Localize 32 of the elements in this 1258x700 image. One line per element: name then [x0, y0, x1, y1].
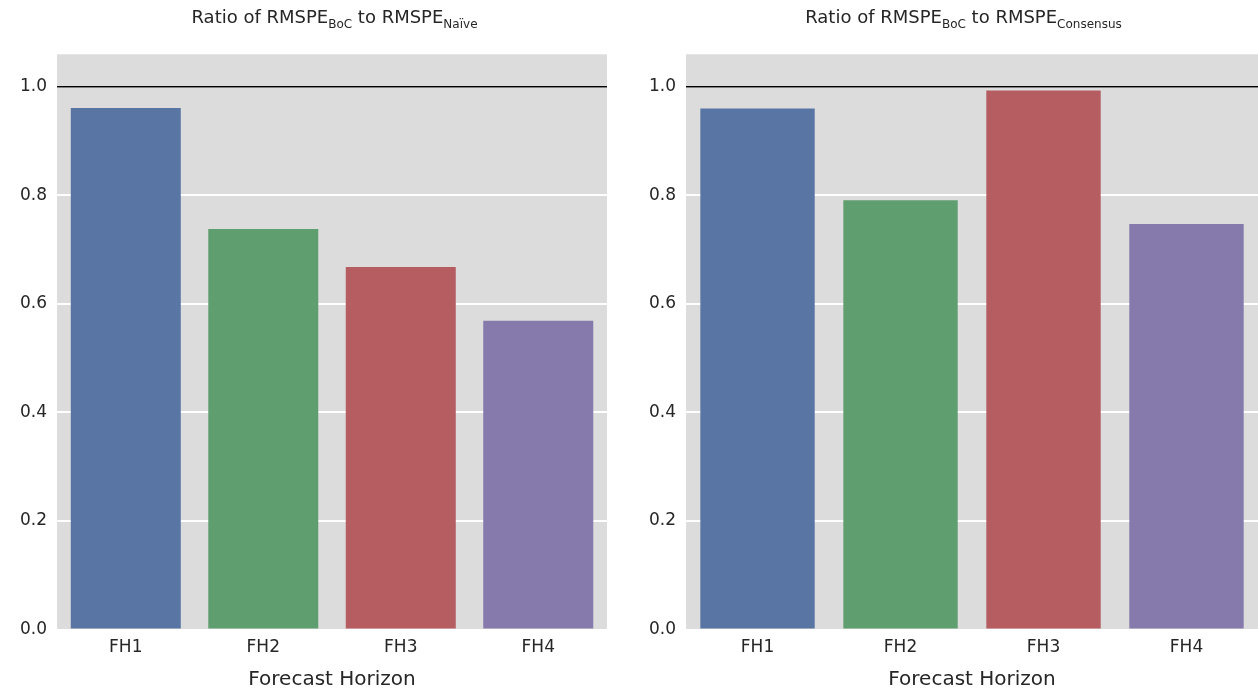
y-tick-label: 0.8 — [19, 183, 48, 204]
y-tick-label: 1.0 — [19, 75, 48, 96]
x-tick-label: FH1 — [740, 636, 775, 657]
y-tick-label: 0.6 — [648, 292, 677, 313]
x-tick-label: FH3 — [1026, 636, 1061, 657]
chart-title: Ratio of RMSPE$_{BoC}$ to RMSPE$_{Consensus}$ — [804, 5, 1123, 33]
chart-title: Ratio of RMSPE$_{BoC}$ to RMSPE$_{Naïve}$ — [190, 5, 479, 33]
bar — [700, 108, 815, 629]
x-axis-title: Forecast Horizon — [888, 666, 1056, 691]
y-tick-label: 0.0 — [648, 618, 677, 639]
bar — [1129, 224, 1244, 629]
y-tick-label: 1.0 — [648, 75, 677, 96]
x-tick-label: FH4 — [1169, 636, 1204, 657]
x-tick-label: FH1 — [109, 636, 143, 657]
x-tick-label: FH4 — [521, 636, 555, 657]
y-tick-label: 0.2 — [648, 509, 677, 530]
bar — [843, 200, 958, 629]
y-tick-label: 0.4 — [19, 400, 48, 421]
y-tick-label: 0.8 — [648, 183, 677, 204]
bar — [986, 90, 1101, 629]
y-tick-label: 0.6 — [19, 292, 48, 313]
bar — [483, 320, 594, 629]
x-tick-label: FH2 — [246, 636, 280, 657]
y-tick-label: 0.2 — [19, 509, 48, 530]
bar — [208, 228, 319, 629]
x-tick-label: FH2 — [883, 636, 918, 657]
y-tick-label: 0.0 — [19, 618, 48, 639]
x-axis-title: Forecast Horizon — [248, 666, 416, 691]
y-tick-label: 0.4 — [648, 400, 677, 421]
x-tick-label: FH3 — [384, 636, 418, 657]
bar — [345, 266, 456, 629]
bar — [70, 107, 181, 629]
